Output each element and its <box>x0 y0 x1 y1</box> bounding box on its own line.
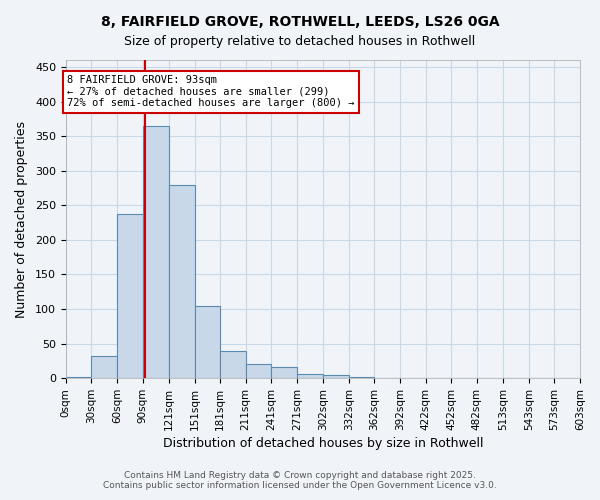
Bar <box>169 184 194 378</box>
Text: Size of property relative to detached houses in Rothwell: Size of property relative to detached ho… <box>124 35 476 48</box>
Text: 8, FAIRFIELD GROVE, ROTHWELL, LEEDS, LS26 0GA: 8, FAIRFIELD GROVE, ROTHWELL, LEEDS, LS2… <box>101 15 499 29</box>
Bar <box>271 367 297 378</box>
Bar <box>194 306 220 378</box>
Bar <box>246 364 271 378</box>
Text: 8 FAIRFIELD GROVE: 93sqm
← 27% of detached houses are smaller (299)
72% of semi-: 8 FAIRFIELD GROVE: 93sqm ← 27% of detach… <box>67 75 355 108</box>
Bar <box>143 126 169 378</box>
Bar <box>66 377 91 378</box>
Bar <box>323 376 349 378</box>
Bar <box>117 214 143 378</box>
X-axis label: Distribution of detached houses by size in Rothwell: Distribution of detached houses by size … <box>163 437 483 450</box>
Bar <box>91 356 117 378</box>
Bar <box>297 374 323 378</box>
Bar <box>349 377 374 378</box>
Bar <box>220 350 246 378</box>
Y-axis label: Number of detached properties: Number of detached properties <box>15 120 28 318</box>
Text: Contains HM Land Registry data © Crown copyright and database right 2025.
Contai: Contains HM Land Registry data © Crown c… <box>103 470 497 490</box>
